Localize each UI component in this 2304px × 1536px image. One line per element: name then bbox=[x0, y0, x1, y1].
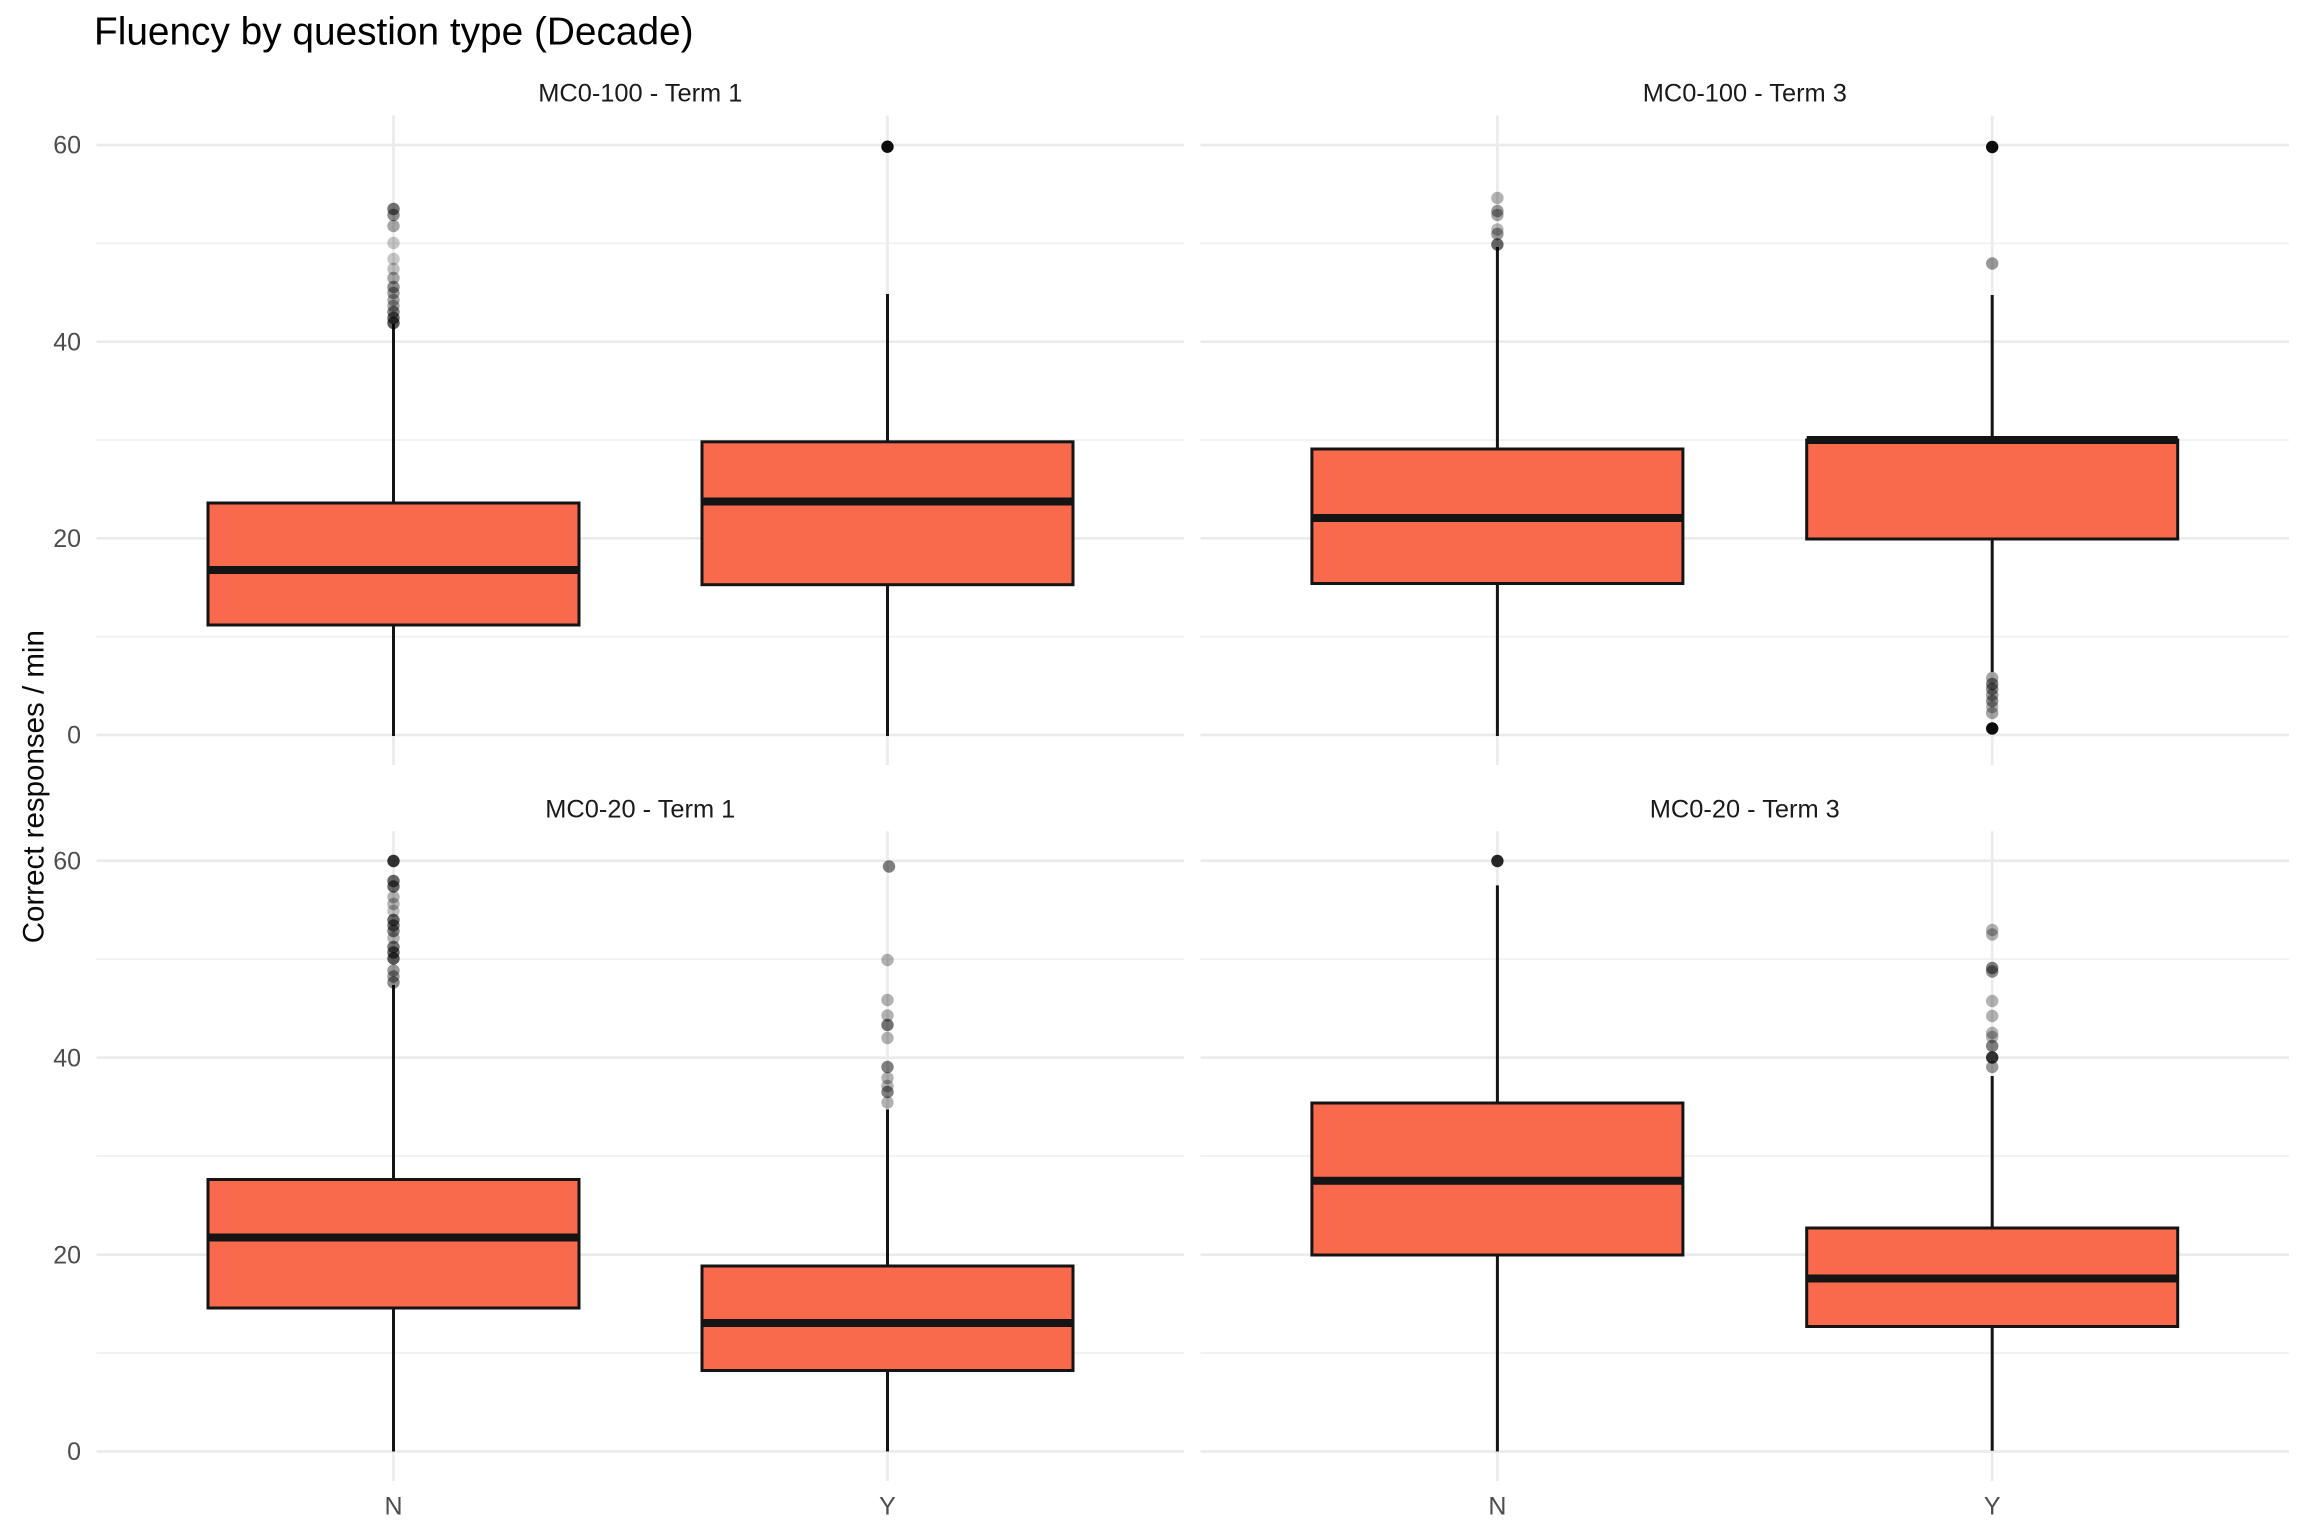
svg-text:Y: Y bbox=[879, 1492, 896, 1520]
svg-text:0: 0 bbox=[67, 722, 81, 750]
svg-text:N: N bbox=[384, 1492, 402, 1520]
svg-text:MC0-20 - Term 1: MC0-20 - Term 1 bbox=[545, 795, 735, 823]
svg-text:0: 0 bbox=[67, 1438, 81, 1466]
svg-text:60: 60 bbox=[53, 132, 81, 160]
svg-text:Correct responses / min: Correct responses / min bbox=[18, 630, 51, 943]
svg-text:MC0-100 - Term 3: MC0-100 - Term 3 bbox=[1643, 79, 1847, 107]
svg-text:Y: Y bbox=[1984, 1492, 2001, 1520]
svg-text:20: 20 bbox=[53, 525, 81, 553]
svg-text:MC0-20 - Term 3: MC0-20 - Term 3 bbox=[1650, 795, 1840, 823]
svg-text:60: 60 bbox=[53, 847, 81, 875]
svg-text:MC0-100 - Term 1: MC0-100 - Term 1 bbox=[538, 79, 742, 107]
svg-text:N: N bbox=[1488, 1492, 1506, 1520]
svg-text:40: 40 bbox=[53, 328, 81, 356]
svg-text:40: 40 bbox=[53, 1044, 81, 1072]
svg-text:Fluency by question type (Deca: Fluency by question type (Decade) bbox=[94, 10, 694, 53]
svg-text:20: 20 bbox=[53, 1241, 81, 1269]
